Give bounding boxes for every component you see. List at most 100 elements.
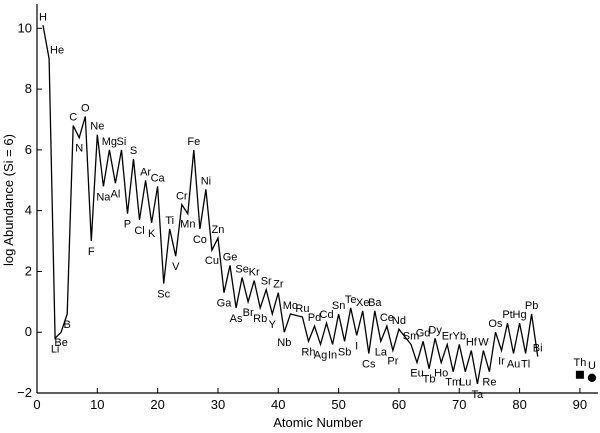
element-label: Sc <box>157 289 170 301</box>
element-label: As <box>230 313 243 325</box>
y-tick-label: 10 <box>18 20 32 35</box>
y-tick-label: 8 <box>25 81 32 96</box>
element-label: Ar <box>140 166 151 178</box>
element-label: V <box>172 261 180 273</box>
element-label: Bi <box>533 343 543 355</box>
thorium-marker <box>575 370 584 379</box>
element-label: Pb <box>525 300 538 312</box>
element-label: N <box>75 143 83 155</box>
element-label: Ta <box>472 389 485 401</box>
element-label: Pt <box>502 309 512 321</box>
element-label: Rb <box>253 313 267 325</box>
element-label: Mn <box>180 219 195 231</box>
element-label: Si <box>117 136 127 148</box>
element-label: K <box>148 228 156 240</box>
element-label: Nb <box>277 337 291 349</box>
element-label: Pr <box>387 355 398 367</box>
x-tick-label: 10 <box>90 397 104 412</box>
element-label: Ru <box>295 303 309 315</box>
y-axis-label: log Abundance (Si = 6) <box>1 134 16 266</box>
series <box>42 25 539 385</box>
abundance-line <box>42 25 539 385</box>
element-label: Ne <box>90 121 104 133</box>
element-label: Mg <box>102 136 117 148</box>
element-label: He <box>50 45 64 57</box>
element-label: C <box>69 112 77 124</box>
element-label: Zr <box>273 279 284 291</box>
element-label: Er <box>442 330 453 342</box>
element-label: H <box>39 11 47 23</box>
isolated-markers: Th U <box>573 357 597 383</box>
x-axis-label: Atomic Number <box>273 415 363 430</box>
element-label: Ho <box>434 368 448 380</box>
element-label: Kr <box>249 267 260 279</box>
element-label: Rh <box>301 346 315 358</box>
element-label: Ti <box>165 215 174 227</box>
element-label: Hg <box>513 309 527 321</box>
element-label: La <box>375 346 388 358</box>
element-label: Os <box>488 318 503 330</box>
element-label: Cl <box>134 225 144 237</box>
element-label: P <box>124 219 131 231</box>
x-tick-label: 90 <box>573 397 587 412</box>
x-tick-label: 0 <box>33 397 40 412</box>
x-tick-label: 30 <box>211 397 225 412</box>
y-tick-label: 0 <box>25 324 32 339</box>
element-label: U <box>588 360 596 372</box>
x-tick-label: 40 <box>271 397 285 412</box>
element-label: Tl <box>521 358 530 370</box>
element-label: Dy <box>428 324 442 336</box>
element-label: Yb <box>453 330 466 342</box>
y-tick-label: 2 <box>25 263 32 278</box>
element-label: Sr <box>261 276 272 288</box>
element-label: O <box>81 102 90 114</box>
element-label: Sn <box>332 300 345 312</box>
uranium-marker <box>587 373 597 383</box>
element-label: Cu <box>205 255 219 267</box>
y-tick-label: 4 <box>25 203 32 218</box>
element-label: Th <box>573 357 586 369</box>
element-label: Li <box>51 343 60 355</box>
element-label: Br <box>243 307 254 319</box>
element-label: Ni <box>201 175 211 187</box>
element-label: Ce <box>380 312 394 324</box>
element-label: Re <box>482 377 496 389</box>
element-label: I <box>355 340 358 352</box>
element-label: Sm <box>403 330 420 342</box>
element-label: Ir <box>498 355 505 367</box>
element-label: Be <box>54 337 67 349</box>
x-tick-label: 80 <box>512 397 526 412</box>
element-label: Mo <box>283 300 298 312</box>
element-label: Nd <box>392 315 406 327</box>
element-label: Fe <box>187 136 200 148</box>
element-label: Hf <box>466 336 478 348</box>
element-label: Cd <box>320 309 334 321</box>
element-label: Xe <box>356 297 369 309</box>
x-tick-label: 20 <box>150 397 164 412</box>
element-label: B <box>63 319 70 331</box>
element-label: W <box>478 336 489 348</box>
element-label: Al <box>111 188 121 200</box>
element-label: Ag <box>314 349 327 361</box>
element-label: Co <box>193 234 207 246</box>
element-label: Pd <box>308 312 321 324</box>
element-label: Au <box>507 358 520 370</box>
element-label: Se <box>235 264 248 276</box>
element-label: Na <box>96 191 111 203</box>
element-label: Cr <box>176 191 188 203</box>
element-label: Tb <box>423 374 436 386</box>
element-label: Sb <box>338 346 351 358</box>
element-label: Tm <box>445 377 461 389</box>
x-tick-label: 50 <box>331 397 345 412</box>
element-label: Lu <box>459 377 471 389</box>
element-label: In <box>328 349 337 361</box>
element-label: Gd <box>416 327 431 339</box>
element-label: Ga <box>217 298 233 310</box>
y-tick-label: 6 <box>25 142 32 157</box>
y-tick-label: −2 <box>17 385 32 400</box>
element-label: Ge <box>223 251 238 263</box>
element-label: F <box>88 246 95 258</box>
